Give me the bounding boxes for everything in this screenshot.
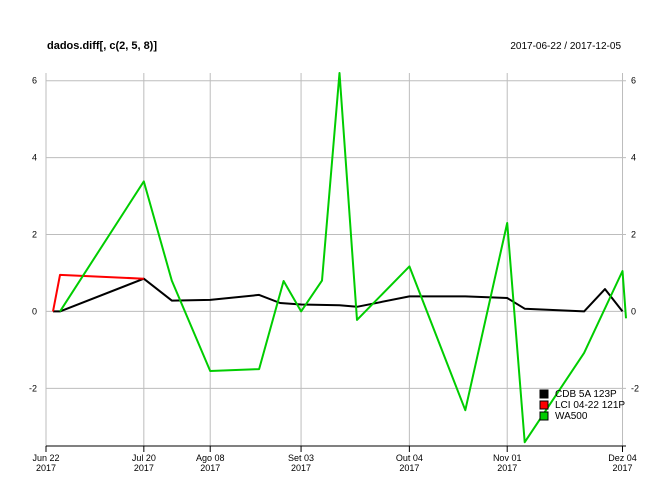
legend-label-2: WA500 [555,411,588,422]
x-tick-year: 2017 [497,463,517,473]
x-tick-year: 2017 [291,463,311,473]
y-tick-label-right: 4 [631,153,636,163]
x-tick-year: 2017 [399,463,419,473]
y-tick-label-right: -2 [631,383,639,393]
x-tick-year: 2017 [200,463,220,473]
grid [45,73,626,446]
series-line-2 [59,72,627,444]
x-tick-year: 2017 [612,463,632,473]
series-layer [52,72,627,444]
series-line-1 [52,273,144,312]
legend-swatch-1 [539,400,549,410]
y-tick-label-left: 0 [32,306,37,316]
x-tick-label: Jul 20 [132,453,156,463]
y-tick-label-right: 2 [631,230,636,240]
series-line-0 [53,277,624,313]
x-tick-label: Jun 22 [32,453,59,463]
legend-label-1: LCI 04-22 121P [555,400,625,411]
date-range: 2017-06-22 / 2017-12-05 [510,41,621,52]
chart-title: dados.diff[, c(2, 5, 8)] [47,40,157,52]
legend-swatch-0 [539,389,549,399]
x-tick-label: Set 03 [288,453,314,463]
x-tick-year: 2017 [134,463,154,473]
x-tick-year: 2017 [36,463,56,473]
y-tick-label-right: 6 [631,76,636,86]
y-tick-label-left: -2 [29,383,37,393]
y-tick-label-left: 6 [32,76,37,86]
legend-swatch-2 [539,411,549,421]
y-tick-label-left: 2 [32,230,37,240]
y-tick-label-right: 0 [631,306,636,316]
x-tick-label: Ago 08 [196,453,225,463]
legend-label-0: CDB 5A 123P [555,389,617,400]
x-tick-label: Out 04 [396,453,423,463]
x-tick-label: Nov 01 [493,453,522,463]
x-tick-label: Dez 04 [608,453,637,463]
y-tick-label-left: 4 [32,153,37,163]
